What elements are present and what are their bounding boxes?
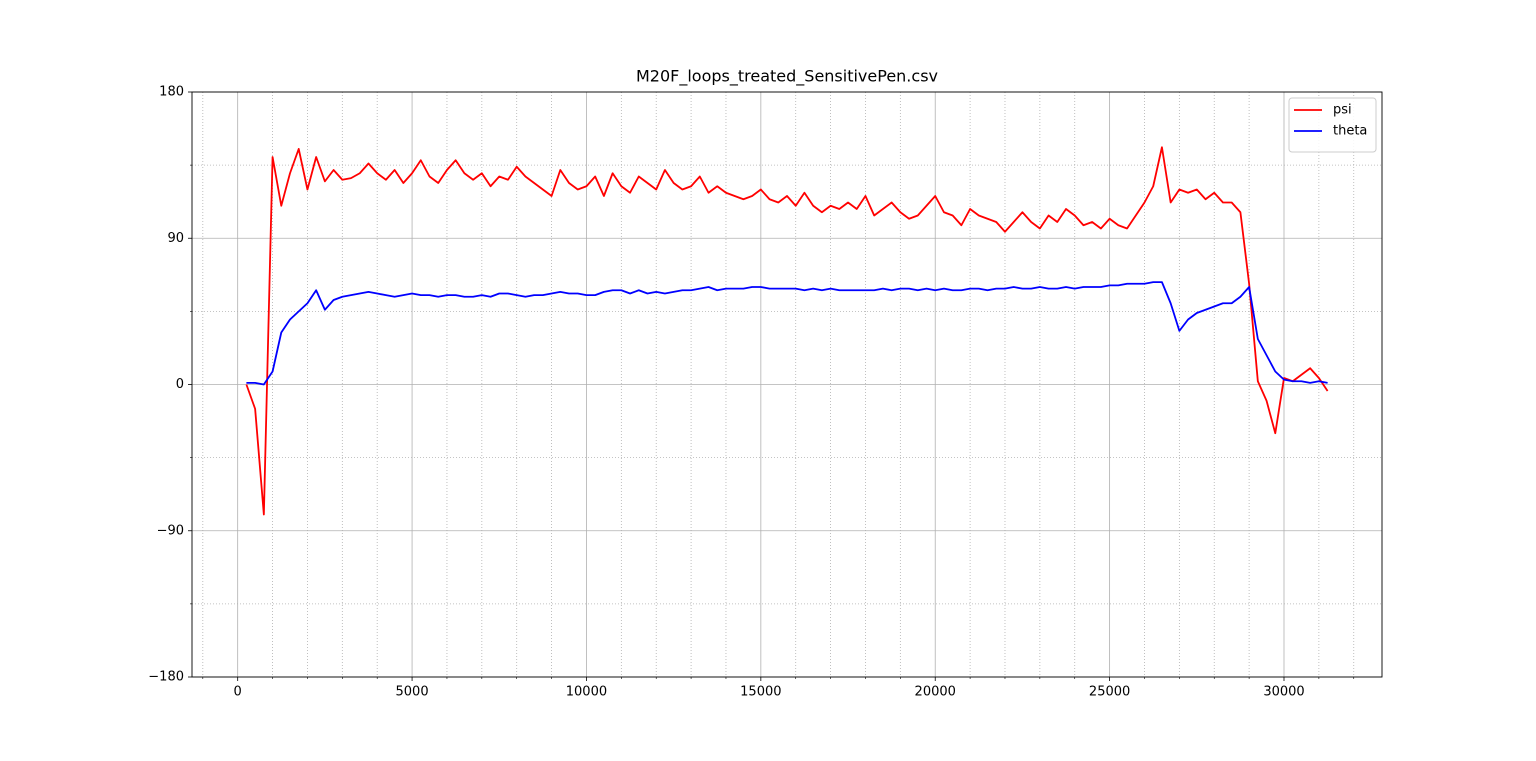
chart-title: M20F_loops_treated_SensitivePen.csv (636, 67, 938, 87)
x-tick-label: 0 (234, 685, 242, 700)
legend-label: psi (1333, 103, 1352, 118)
x-tick-label: 15000 (740, 685, 781, 700)
line-series (245, 146, 1329, 516)
y-tick-label: −180 (148, 670, 184, 685)
y-tick-label: 90 (167, 231, 184, 246)
y-tick-label: 180 (159, 85, 184, 100)
x-tick-label: 30000 (1263, 685, 1304, 700)
x-tick-label: 25000 (1089, 685, 1130, 700)
axes-frame (191, 91, 1383, 678)
legend-label: theta (1333, 124, 1367, 139)
x-tick-label: 20000 (915, 685, 956, 700)
legend-box (1288, 97, 1377, 153)
x-tick-label: 5000 (396, 685, 429, 700)
y-tick-label: 0 (176, 377, 184, 392)
line-series (246, 281, 1328, 386)
y-tick-label: −90 (157, 523, 184, 538)
x-tick-label: 10000 (566, 685, 607, 700)
